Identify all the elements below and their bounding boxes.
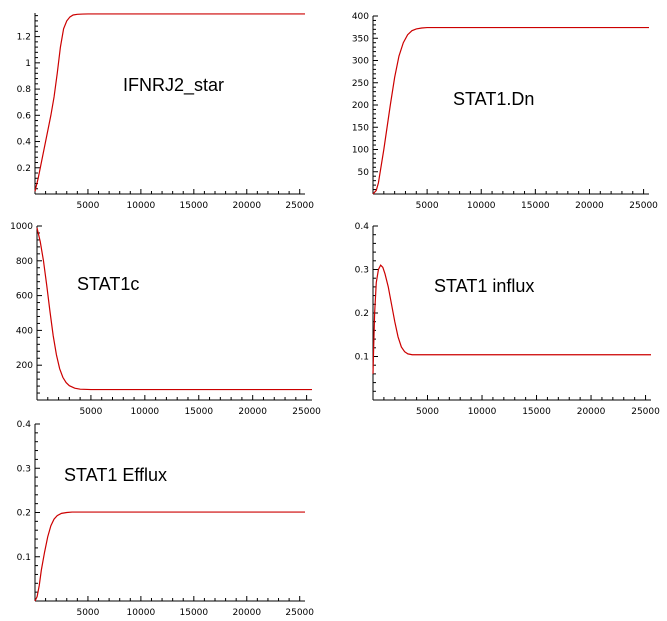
x-tick-label: 25000 xyxy=(631,407,660,417)
chart-title: IFNRJ2_star xyxy=(123,75,224,96)
x-tick-label: 10000 xyxy=(127,201,156,211)
x-tick-label: 5000 xyxy=(76,608,99,618)
y-tick-label: 0.2 xyxy=(355,309,369,319)
x-tick-label: 20000 xyxy=(238,407,267,417)
chart-panel-3: 5000 10000 15000 20000 25000 200 400 600 800 1000… xyxy=(10,222,321,417)
y-tick-label: 800 xyxy=(16,257,33,267)
y-tick-label: 0.3 xyxy=(17,464,31,474)
chart-title: STAT1 influx xyxy=(434,276,534,296)
y-tick-label: 0.3 xyxy=(355,266,369,276)
y-tick-label: 0.2 xyxy=(17,509,31,519)
y-tick-label: 1000 xyxy=(10,222,33,232)
x-tick-label: 10000 xyxy=(468,407,497,417)
series-line xyxy=(372,264,651,374)
x-tick-label: 5000 xyxy=(79,407,102,417)
x-tick-label: 25000 xyxy=(629,201,658,211)
y-tick-label: 350 xyxy=(352,34,369,44)
y-tick-label: 250 xyxy=(352,79,369,89)
series-line xyxy=(36,227,312,391)
x-tick-label: 25000 xyxy=(285,608,314,618)
x-tick-label: 15000 xyxy=(180,201,209,211)
x-tick-label: 20000 xyxy=(577,407,606,417)
chart-panel-2: 5000 10000 15000 20000 25000 50 100 150 200 250 30… xyxy=(352,12,658,211)
y-tick-label: 0.4 xyxy=(355,222,370,232)
x-tick-label: 20000 xyxy=(232,201,261,211)
x-tick-label: 10000 xyxy=(131,407,160,417)
x-tick-label: 15000 xyxy=(522,407,551,417)
y-tick-label: 0.2 xyxy=(17,164,31,174)
y-tick-label: 1.2 xyxy=(17,33,31,43)
x-tick-label: 15000 xyxy=(521,201,550,211)
y-tick-label: 50 xyxy=(358,168,370,178)
y-tick-label: 200 xyxy=(16,361,33,371)
chart-panel-1: 5000 10000 15000 20000 25000 0.2 0.4 0.6 0.8 1 1.2… xyxy=(17,13,314,211)
y-tick-label: 100 xyxy=(352,146,369,156)
chart-panel-4: 5000 10000 15000 20000 25000 0.1 0.2 0.3 0.4 STAT… xyxy=(355,222,660,417)
y-tick-label: 0.4 xyxy=(17,420,32,430)
y-tick-label: 400 xyxy=(352,12,369,22)
chart-title: STAT1.Dn xyxy=(453,89,534,109)
y-tick-label: 0.1 xyxy=(17,553,31,563)
y-tick-label: 600 xyxy=(16,292,33,302)
y-tick-label: 400 xyxy=(16,326,33,336)
x-tick-label: 25000 xyxy=(292,407,321,417)
x-tick-label: 5000 xyxy=(76,201,99,211)
x-tick-label: 15000 xyxy=(184,407,213,417)
y-tick-label: 0.6 xyxy=(17,111,32,121)
y-tick-label: 0.1 xyxy=(355,353,369,363)
x-tick-label: 20000 xyxy=(232,608,261,618)
x-tick-label: 15000 xyxy=(180,608,209,618)
chart-panel-5: 5000 10000 15000 20000 25000 0.1 0.2 0.3 0.4 STAT… xyxy=(17,420,315,618)
y-tick-label: 0.8 xyxy=(17,85,32,95)
x-tick-label: 5000 xyxy=(416,201,439,211)
y-tick-label: 0.4 xyxy=(17,138,32,148)
chart-title: STAT1c xyxy=(77,274,139,294)
series-line xyxy=(34,511,305,602)
y-tick-label: 150 xyxy=(352,123,369,133)
y-tick-label: 200 xyxy=(352,101,369,111)
x-tick-label: 10000 xyxy=(467,201,496,211)
x-tick-label: 25000 xyxy=(285,201,314,211)
chart-title: STAT1 Efflux xyxy=(64,465,167,485)
y-tick-label: 1 xyxy=(25,59,31,69)
x-tick-label: 20000 xyxy=(575,201,604,211)
series-line xyxy=(372,26,649,195)
x-tick-label: 10000 xyxy=(127,608,156,618)
x-tick-label: 5000 xyxy=(416,407,439,417)
y-tick-label: 300 xyxy=(352,57,369,67)
series-line xyxy=(34,13,305,192)
